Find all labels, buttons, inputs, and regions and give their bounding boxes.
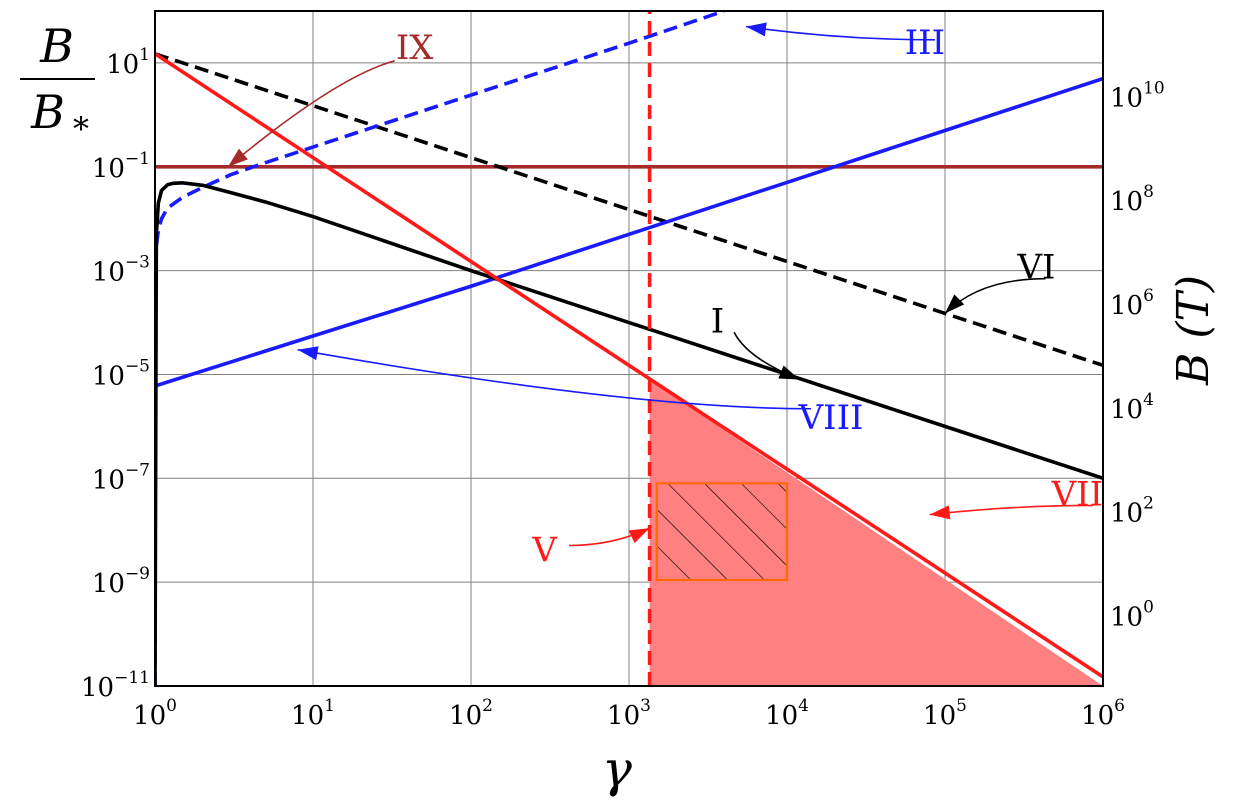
x-tick-label: 101 — [291, 696, 335, 731]
x-tick-label: 100 — [133, 696, 177, 731]
y-axis-left-title: B B * — [20, 19, 95, 148]
series-I-line — [155, 181, 1103, 686]
y-right-tick-label: 108 — [1110, 182, 1154, 217]
annotation-arrowhead-III — [745, 22, 767, 37]
y-left-tick-label: 10−11 — [81, 668, 150, 703]
annotation-arrow-IX — [227, 60, 395, 168]
y-left-tick-label: 10−3 — [92, 253, 150, 288]
annotation-label-VII: VII — [1051, 474, 1103, 514]
x-tick-label: 105 — [923, 696, 967, 731]
tick-labels: 100 101 102 103 104 105 106 101 10−1 10−3 10−5 10−7… — [81, 45, 1165, 731]
series-VIII-line — [155, 76, 1103, 388]
annotation-arrowhead-I — [778, 365, 800, 380]
series-VI-line — [155, 52, 1103, 368]
annotation-arrowhead-V — [628, 528, 650, 544]
annotation-arrowhead-VI — [945, 294, 965, 314]
annotation-label-I: I — [711, 301, 724, 341]
plot-frame — [154, 10, 1104, 687]
y-left-tick-label: 101 — [106, 45, 150, 80]
y-left-numerator: B — [39, 19, 74, 73]
annotation-label-IX: IX — [396, 28, 434, 68]
y-left-tick-label: 10−1 — [92, 149, 150, 184]
annotation-label-VIII: VIII — [798, 398, 864, 438]
series-layer — [155, 11, 1103, 686]
series-VII-line — [155, 52, 1103, 679]
y-right-tick-label: 102 — [1110, 494, 1154, 529]
x-axis-title: γ — [602, 740, 632, 798]
x-tick-label: 104 — [765, 696, 809, 731]
annotation-arrowhead-IX — [228, 148, 248, 167]
annotation-label-III: III — [905, 23, 945, 63]
y-left-denominator: B — [30, 85, 65, 139]
annotation-label-VI: VI — [1016, 248, 1055, 288]
annotation-arrow-VIII — [297, 348, 812, 410]
hatched-box-layer — [655, 482, 789, 582]
hatched-box-outline — [655, 482, 789, 582]
y-axis-right-title: B (T) — [1168, 275, 1219, 386]
annotation-arrow-III — [745, 25, 936, 41]
shaded-region-layer — [649, 379, 1103, 686]
y-left-tick-label: 10−7 — [92, 460, 150, 495]
x-tick-label: 102 — [449, 696, 493, 731]
annotation-arrowhead-VII — [929, 505, 951, 520]
x-tick-label: 103 — [607, 696, 651, 731]
y-left-tick-label: 10−9 — [92, 564, 150, 599]
y-left-tick-label: 10−5 — [92, 356, 150, 391]
annotation-arrowhead-VIII — [297, 346, 319, 361]
x-tick-label: 106 — [1081, 696, 1125, 731]
y-left-denominator-sub: * — [73, 110, 89, 148]
annotation-label-V: V — [531, 530, 558, 570]
y-right-tick-label: 104 — [1110, 390, 1154, 425]
series-III-line — [155, 11, 725, 686]
y-right-tick-label: 106 — [1110, 286, 1154, 321]
y-right-tick-label: 100 — [1110, 598, 1154, 633]
hatched-box-fill — [656, 483, 787, 581]
y-right-tick-label: 1010 — [1110, 78, 1165, 113]
shaded-region — [649, 379, 1103, 686]
